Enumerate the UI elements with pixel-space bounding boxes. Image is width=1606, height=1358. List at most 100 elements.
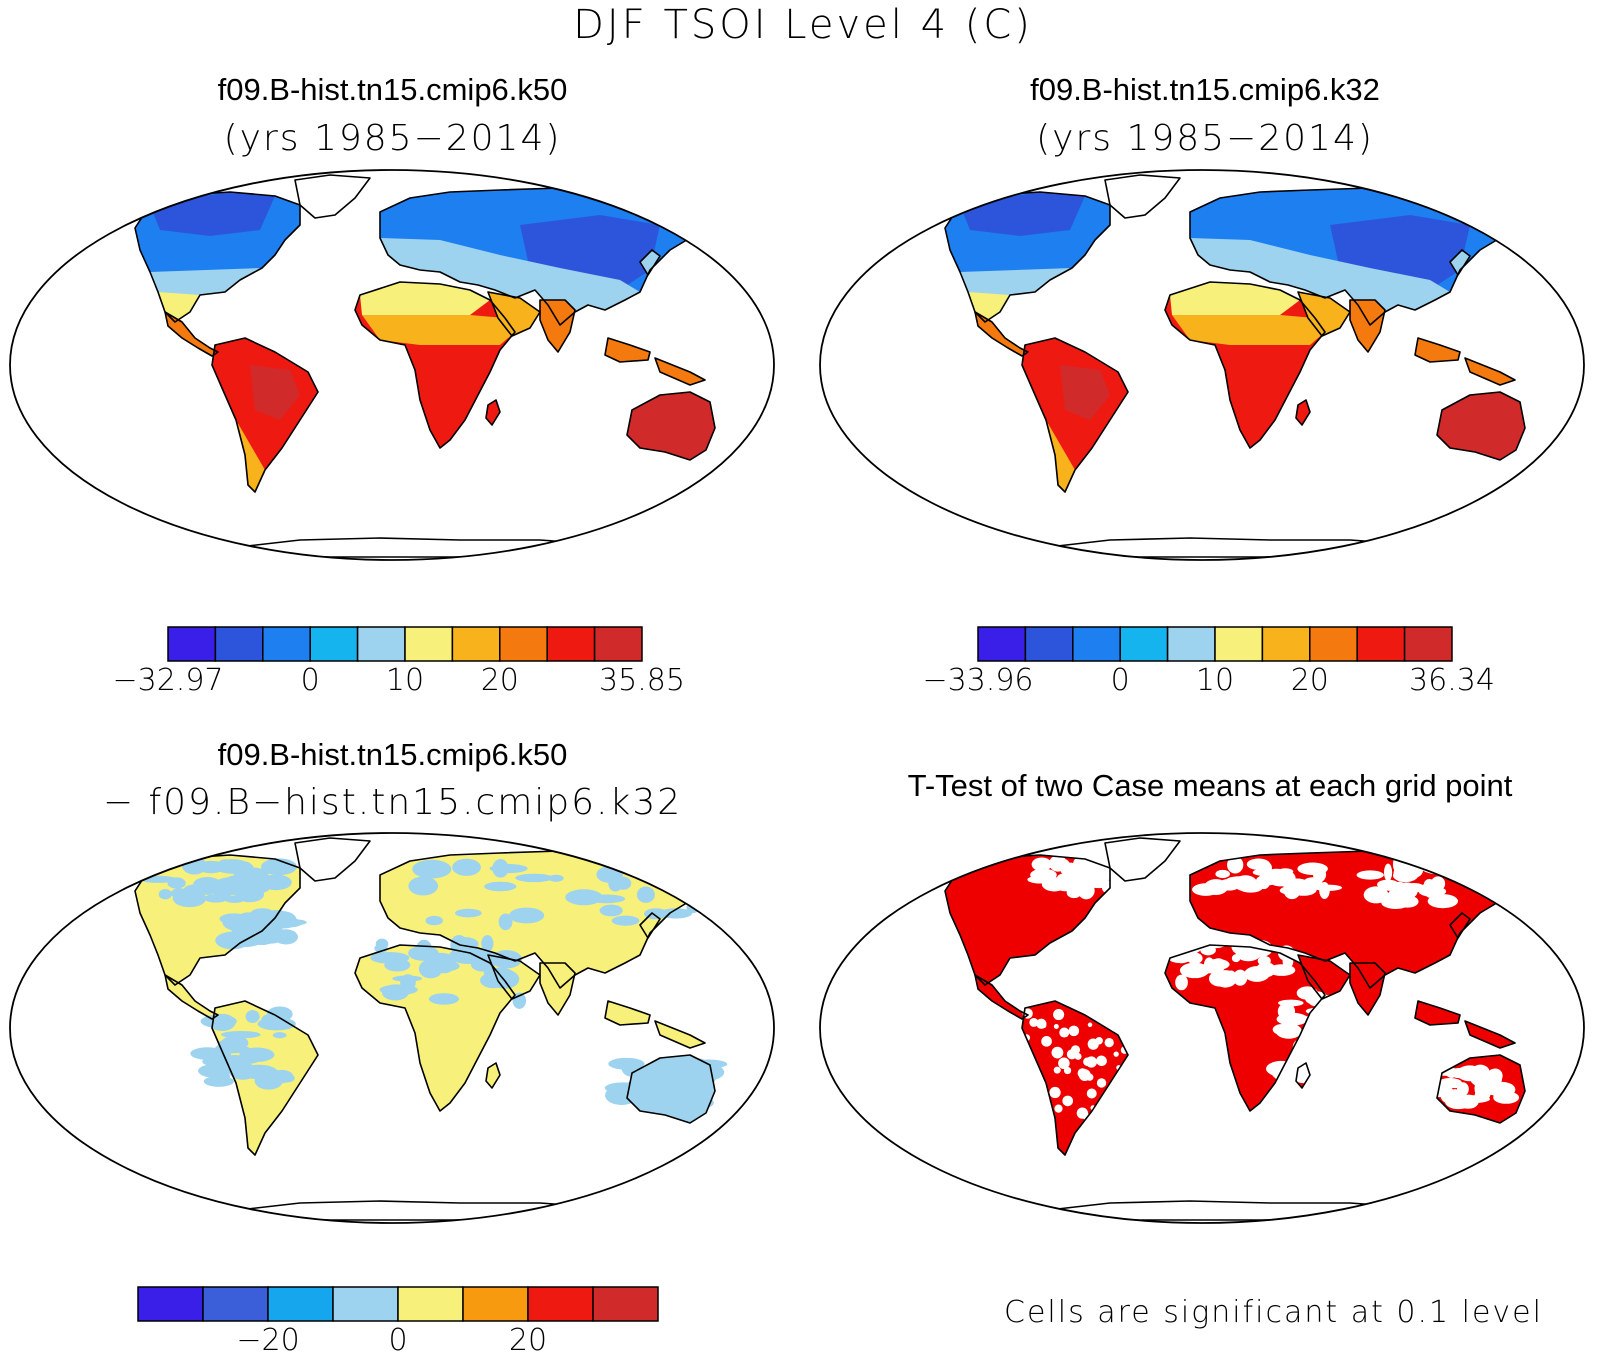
non-significant-patch (1437, 857, 1453, 873)
colorbar-swatch (1166, 626, 1216, 662)
colorbar-swatch (546, 626, 596, 662)
map-top-right (819, 169, 1585, 561)
south-america-south-band (236, 420, 265, 492)
cooling-patch (565, 889, 603, 906)
continent-africa (1165, 945, 1325, 1111)
map-frame (819, 832, 1585, 1224)
non-significant-patch (1192, 883, 1220, 896)
non-significant-patch (1225, 973, 1236, 983)
non-significant-patch (1257, 873, 1271, 890)
cooling-patch (237, 1055, 260, 1064)
coastline-northAmerica (134, 191, 301, 323)
north-america-arctic-band (150, 192, 275, 236)
non-significant-patch (1488, 1081, 1516, 1098)
non-significant-patch (1027, 875, 1053, 884)
north-america-arctic-band (960, 192, 1085, 236)
coastline-centralAmerica (974, 311, 1029, 357)
non-significant-patch (1463, 1098, 1475, 1107)
coastline-africa (1164, 944, 1326, 1112)
non-significant-patch (1113, 1051, 1119, 1057)
non-significant-patch (1314, 1068, 1346, 1075)
coastline-japan (639, 249, 661, 276)
cooling-patch (167, 877, 186, 889)
coastline-arabia (1297, 954, 1351, 1000)
cooling-patch (172, 889, 207, 908)
non-significant-patch (1031, 857, 1052, 872)
cooling-patch (481, 935, 494, 952)
non-significant-patch (1070, 867, 1088, 885)
non-significant-patch (1445, 1081, 1466, 1089)
continent-madagascar (486, 1063, 500, 1088)
non-significant-patch (1474, 1080, 1483, 1097)
coastline-southAmerica (1021, 337, 1129, 493)
colorbar-tick-label: 36.34 (1409, 663, 1495, 698)
cooling-patch (548, 874, 564, 882)
cooling-patch (381, 984, 409, 1001)
colorbar-tick-label: −33.96 (922, 663, 1034, 698)
non-significant-patch (1313, 1044, 1325, 1051)
non-significant-patch (1041, 1036, 1052, 1047)
cooling-patch (250, 937, 273, 946)
madagascar-fill (486, 400, 500, 425)
non-significant-patch (1423, 858, 1447, 875)
non-significant-patch (1053, 1066, 1061, 1074)
colorbar-swatch (137, 1286, 204, 1322)
colorbar-swatch (332, 1286, 399, 1322)
colorbar-swatch (214, 626, 264, 662)
cooling-patch (266, 1006, 293, 1022)
colorbar-tick-label: 35.85 (599, 663, 685, 698)
coastline-madagascar (485, 399, 501, 426)
colorbar-swatch (267, 1286, 334, 1322)
non-significant-patch (1056, 858, 1070, 872)
non-significant-patch (1215, 869, 1230, 879)
cooling-patch (184, 884, 212, 895)
coastline-india (539, 962, 576, 1016)
cooling-patch (675, 873, 709, 881)
cooling-patch (200, 1014, 237, 1028)
cooling-patch (599, 904, 623, 917)
cooling-patch (203, 1075, 234, 1087)
colorbar-swatch (499, 626, 548, 662)
figure-title: DJF TSOI Level 4 (C) (573, 2, 1033, 48)
non-significant-patch (1277, 1002, 1296, 1020)
cooling-patch (498, 913, 513, 931)
coastline-northAmerica (134, 854, 301, 986)
coastline-northAmerica (944, 854, 1111, 986)
non-significant-patch (1103, 1012, 1110, 1019)
coastline-india (1349, 962, 1386, 1016)
cooling-patch (628, 1079, 659, 1086)
non-significant-patch (1090, 1109, 1101, 1120)
panel-title-top-right: f09.B-hist.tn15.cmip6.k32 (1030, 72, 1380, 107)
coastline-southAmerica (211, 337, 319, 493)
non-significant-patch (1292, 1038, 1311, 1057)
non-significant-patch (1233, 875, 1258, 892)
non-significant-patch (1051, 1046, 1064, 1059)
africa-north-band (1170, 282, 1300, 318)
panel-title-bottom-left: f09.B-hist.tn15.cmip6.k50 (217, 737, 568, 772)
cooling-patch (678, 1069, 717, 1082)
cooling-patch (250, 908, 275, 920)
colorbar-swatch (1072, 626, 1121, 662)
non-significant-patch (1112, 1013, 1121, 1021)
colorbar-swatch (1024, 626, 1074, 662)
non-significant-patch (1083, 1127, 1093, 1136)
non-significant-patch (1053, 1023, 1059, 1029)
australia-fill (627, 392, 715, 460)
greenland-fill (1105, 175, 1180, 218)
coastline-greenland (1104, 174, 1181, 219)
non-significant-patch (1096, 1078, 1107, 1088)
colorbar-swatch (593, 626, 643, 662)
map-frame (9, 832, 775, 1224)
cooling-patch (215, 931, 250, 950)
non-significant-patch (1108, 1085, 1119, 1097)
colorbar-tick-label: 20 (508, 1323, 548, 1358)
non-significant-patch (1319, 1035, 1329, 1046)
cooling-patch (228, 1062, 257, 1080)
non-significant-patch (1036, 1135, 1044, 1144)
cooling-patch (260, 858, 297, 876)
coastline-japan (1449, 249, 1471, 276)
non-significant-patch (1076, 860, 1104, 867)
cooling-patch (617, 1086, 654, 1095)
cooling-patch (198, 1064, 232, 1078)
significance-note: Cells are significant at 0.1 level (1004, 1295, 1543, 1330)
